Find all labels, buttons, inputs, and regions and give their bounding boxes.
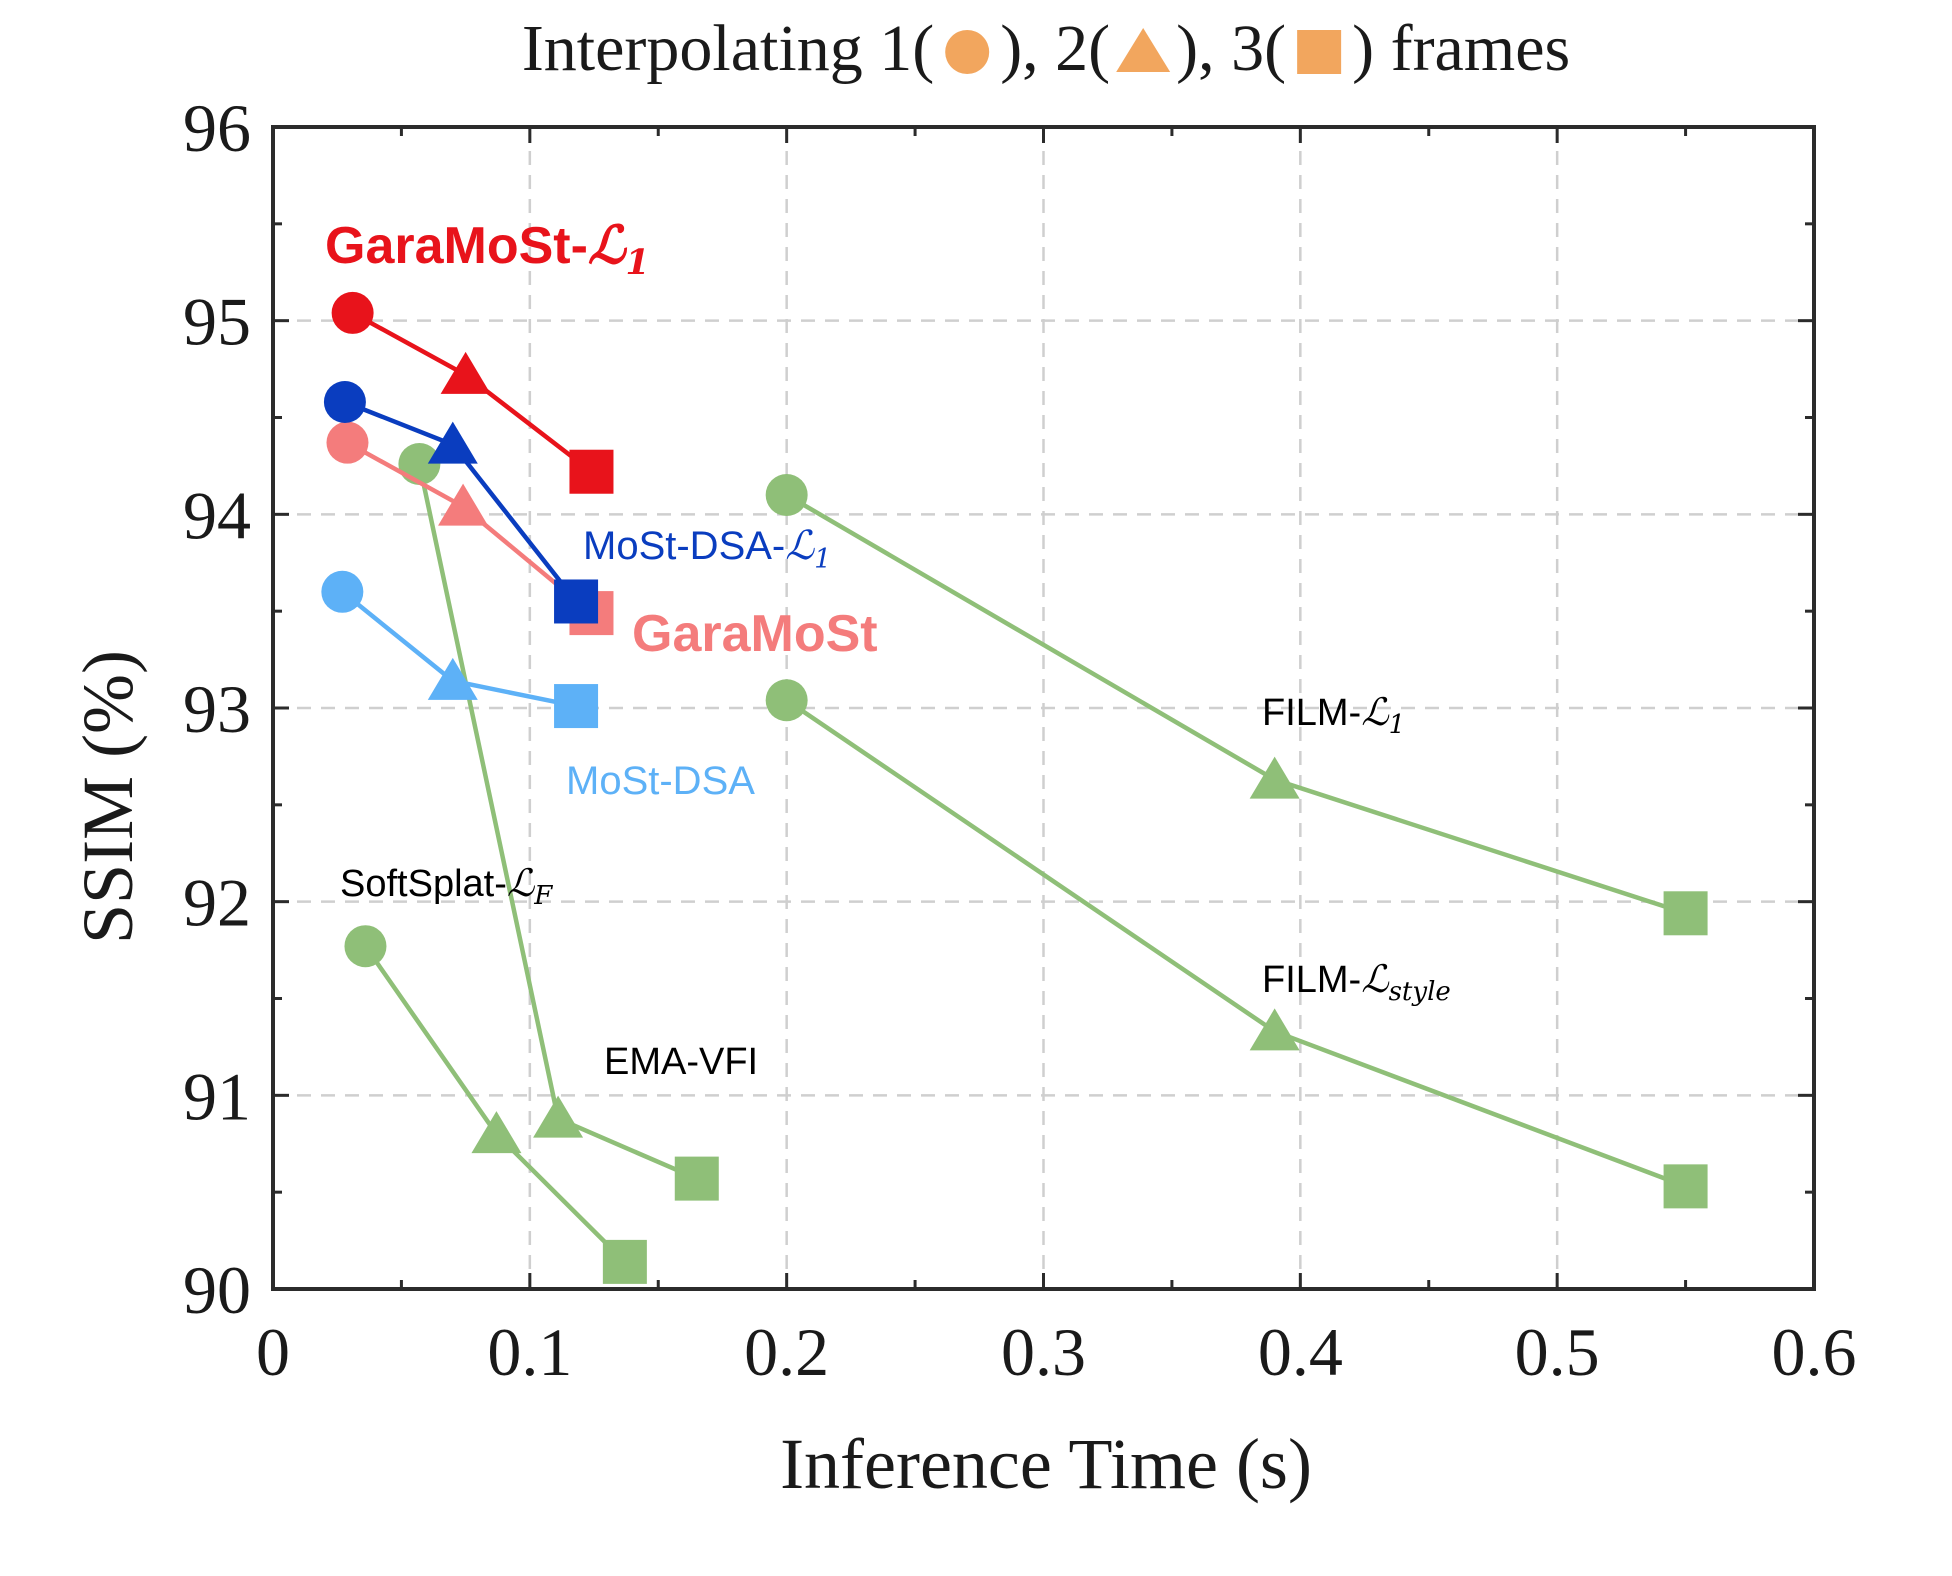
series-label-text: SoftSplat- — [340, 863, 507, 905]
point-2-frames-triangle — [533, 1095, 584, 1138]
series-layer — [321, 291, 1708, 1284]
x-tick-label: 0.5 — [1515, 1314, 1600, 1390]
title-circle-marker-icon — [945, 30, 990, 74]
point-3-frames-square — [554, 684, 599, 729]
series-label-text: GaraMoSt — [632, 605, 878, 663]
point-2-frames-triangle — [1249, 1008, 1300, 1051]
series-line — [785, 493, 1687, 916]
series-label-math: ℒ — [588, 215, 628, 276]
point-3-frames-square — [569, 449, 614, 494]
series-label-text: FILM- — [1262, 959, 1361, 1001]
series-labels: GaraMoSt-ℒ1MoSt-DSA-ℒ1GaraMoStMoSt-DSAEM… — [325, 215, 1451, 1083]
y-tick-label: 95 — [183, 284, 251, 360]
series-label: MoSt-DSA — [566, 759, 755, 803]
series-label: FILM-ℒ1 — [1262, 690, 1405, 740]
grid — [273, 127, 1814, 1289]
y-tick-label: 94 — [183, 477, 251, 553]
series-label-text: EMA-VFI — [604, 1041, 758, 1083]
series-label-subscript: style — [1389, 977, 1451, 1007]
title-text: ), 3( — [1176, 12, 1286, 85]
series-line — [785, 698, 1687, 1189]
series-label-text: MoSt-DSA — [566, 759, 755, 803]
series-label: SoftSplat-ℒF — [340, 861, 553, 911]
point-1-frame-circle — [344, 925, 387, 968]
series-label: GaraMoSt-ℒ1 — [325, 215, 650, 283]
point-1-frame-circle — [323, 381, 366, 424]
point-2-frames-triangle — [427, 421, 478, 464]
y-axis-label: SSIM (%) — [68, 650, 148, 944]
series-label: FILM-ℒstyle — [1262, 957, 1451, 1007]
point-2-frames-triangle — [1249, 756, 1300, 799]
series-label-subscript: 1 — [814, 544, 831, 575]
title-text: ), 2( — [1000, 12, 1110, 85]
series-label-math: ℒ — [507, 861, 536, 905]
point-3-frames-square — [602, 1239, 647, 1284]
chart-title: Interpolating 1( ), 2( ), 3( ) frames — [522, 12, 1570, 85]
axis-ticks: 0 0.1 0.2 0.3 0.4 0.5 0.6 90 91 92 93 94 95 96 — [183, 90, 1857, 1390]
y-tick-label: 96 — [183, 90, 251, 166]
point-3-frames-square — [554, 579, 599, 624]
x-tick-label: 0.3 — [1001, 1314, 1086, 1390]
x-tick-label: 0.1 — [487, 1314, 572, 1390]
series-softsplat-lf — [344, 925, 647, 1284]
series-line — [363, 944, 627, 1264]
point-1-frame-circle — [765, 679, 808, 722]
y-tick-label: 93 — [183, 671, 251, 747]
x-tick-label: 0.2 — [744, 1314, 829, 1390]
series-label-subscript: 1 — [625, 242, 649, 283]
point-2-frames-triangle — [471, 1111, 522, 1154]
series-label: GaraMoSt — [632, 605, 878, 663]
y-tick-label: 92 — [183, 865, 251, 941]
point-2-frames-triangle — [440, 351, 491, 394]
point-2-frames-triangle — [438, 483, 489, 526]
title-text: Interpolating 1( — [522, 12, 934, 85]
point-1-frame-circle — [765, 473, 808, 516]
series-film-lstyle — [765, 679, 1708, 1209]
series-label-text: FILM- — [1262, 692, 1361, 734]
point-1-frame-circle — [331, 291, 374, 334]
point-3-frames-square — [674, 1156, 719, 1201]
point-1-frame-circle — [326, 421, 369, 464]
series-film-l1 — [765, 473, 1708, 936]
x-tick-label: 0 — [256, 1314, 290, 1390]
series-garamost-l1 — [331, 291, 614, 494]
point-1-frame-circle — [398, 442, 441, 485]
series-label-text: GaraMoSt- — [325, 217, 588, 275]
series-most-dsa-l1 — [323, 381, 599, 624]
series-label: MoSt-DSA-ℒ1 — [583, 523, 831, 575]
point-3-frames-square — [1663, 891, 1708, 936]
series-label-math: ℒ — [785, 523, 815, 569]
point-1-frame-circle — [321, 570, 364, 613]
series-label-math: ℒ — [1361, 690, 1390, 734]
series-label-text: MoSt-DSA- — [583, 524, 785, 568]
x-tick-label: 0.6 — [1772, 1314, 1857, 1390]
series-most-dsa — [321, 570, 599, 729]
point-2-frames-triangle — [427, 657, 478, 700]
title-text: ) frames — [1352, 12, 1570, 85]
series-label-subscript: 1 — [1389, 710, 1406, 740]
y-tick-label: 90 — [183, 1252, 251, 1328]
x-tick-label: 0.4 — [1258, 1314, 1343, 1390]
title-square-marker-icon — [1297, 30, 1342, 74]
series-label: EMA-VFI — [604, 1041, 758, 1083]
series-label-subscript: F — [533, 881, 553, 911]
x-axis-label: Inference Time (s) — [780, 1424, 1312, 1504]
point-3-frames-square — [1663, 1164, 1708, 1209]
title-triangle-marker-icon — [1116, 28, 1171, 72]
series-label-math: ℒ — [1361, 957, 1390, 1001]
y-tick-label: 91 — [183, 1058, 251, 1134]
